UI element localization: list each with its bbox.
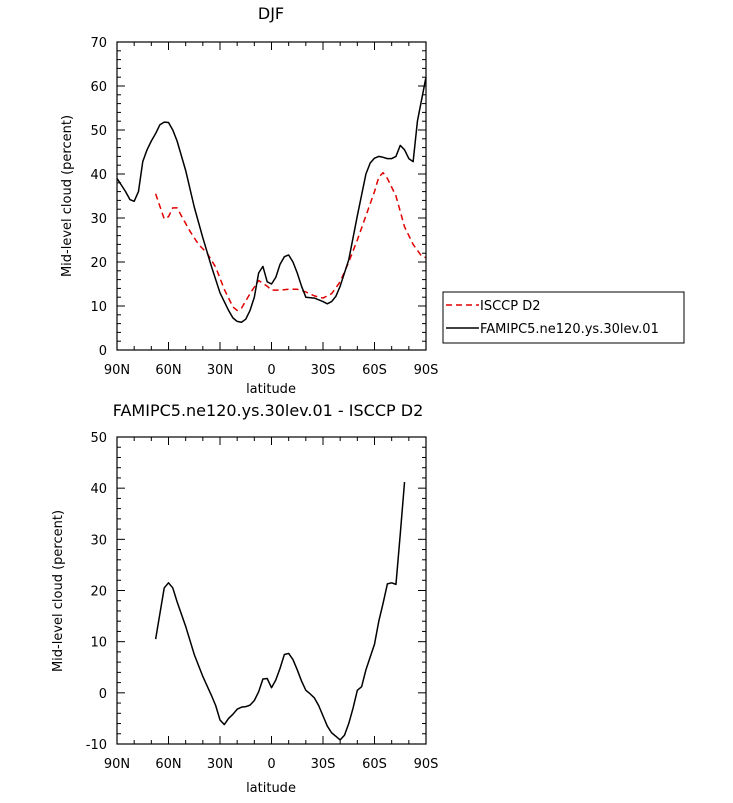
y-tick-label: 40 [90, 168, 107, 183]
top-chart-lines [116, 77, 427, 324]
x-tick-label: 30N [207, 757, 233, 772]
y-tick-label: 10 [90, 300, 107, 315]
x-tick-label: 30S [311, 363, 336, 378]
x-tick-label: 60N [155, 757, 181, 772]
y-tick-label: 50 [90, 124, 107, 139]
y-tick-label: 70 [90, 36, 107, 51]
x-tick-label: 90N [104, 363, 130, 378]
x-tick-label: 90S [414, 757, 439, 772]
y-tick-label: 30 [90, 212, 107, 227]
bottom-chart-lines [154, 481, 406, 741]
legend-label-isccp: ISCCP D2 [480, 299, 541, 314]
y-tick-label: 30 [90, 533, 107, 548]
legend-box [442, 291, 685, 344]
x-tick-label: 30N [207, 363, 233, 378]
x-tick-label: 0 [267, 363, 275, 378]
top-chart-panel: DJF 0 10 20 30 40 50 60 70 90N 60N 30N 0 30S 60S 90S l… [60, 4, 685, 397]
top-chart-xlabel: latitude [246, 382, 296, 397]
bottom-chart-xlabel: latitude [246, 781, 296, 796]
y-tick-label: 60 [90, 80, 107, 95]
top-chart-title: DJF [258, 4, 284, 23]
x-tick-label: 0 [267, 757, 275, 772]
legend-label-famipc5: FAMIPC5.ne120.ys.30lev.01 [480, 322, 659, 337]
bottom-chart-panel: FAMIPC5.ne120.ys.30lev.01 - ISCCP D2 -10… [51, 401, 438, 796]
y-tick-label: 0 [99, 344, 107, 359]
x-tick-label: 60S [362, 757, 387, 772]
y-tick-label: 0 [99, 687, 107, 702]
bottom-chart-frame [116, 436, 427, 745]
x-tick-label: 60N [155, 363, 181, 378]
y-tick-label: 50 [90, 431, 107, 446]
top-chart-ylabel: Mid-level cloud (percent) [60, 115, 75, 277]
bottom-chart-ticks: -10 0 10 20 30 40 50 90N 60N 30N 0 30S 60S 90S [86, 431, 439, 772]
y-tick-label: -10 [86, 738, 107, 753]
bottom-chart-ylabel: Mid-level cloud (percent) [51, 510, 66, 672]
x-tick-label: 90S [414, 363, 439, 378]
top-chart-legend: ISCCP D2 FAMIPC5.ne120.ys.30lev.01 [442, 291, 685, 344]
x-tick-label: 30S [311, 757, 336, 772]
top-series-line-1 [116, 77, 427, 324]
x-tick-label: 90N [104, 757, 130, 772]
x-tick-label: 60S [362, 363, 387, 378]
y-tick-label: 20 [90, 256, 107, 271]
top-chart-frame [116, 41, 427, 351]
bottom-chart-title: FAMIPC5.ne120.ys.30lev.01 - ISCCP D2 [113, 401, 424, 420]
y-tick-label: 40 [90, 482, 107, 497]
y-tick-label: 20 [90, 585, 107, 600]
top-series-line-0 [154, 171, 427, 312]
y-tick-label: 10 [90, 636, 107, 651]
top-chart-ticks: 0 10 20 30 40 50 60 70 90N 60N 30N 0 30S 60S 90S [90, 36, 438, 378]
bottom-series-line-0 [154, 481, 406, 741]
